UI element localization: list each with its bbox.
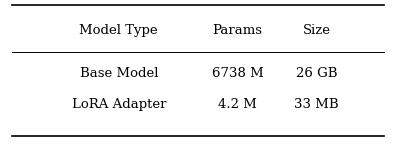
Text: Model Type: Model Type [80,24,158,37]
Text: 26 GB: 26 GB [296,67,337,80]
Text: 6738 M: 6738 M [212,67,263,80]
Text: 4.2 M: 4.2 M [218,98,257,111]
Text: Base Model: Base Model [80,67,158,80]
Text: 33 MB: 33 MB [295,98,339,111]
Text: LoRA Adapter: LoRA Adapter [72,98,166,111]
Text: Params: Params [213,24,263,37]
Text: Size: Size [303,24,331,37]
